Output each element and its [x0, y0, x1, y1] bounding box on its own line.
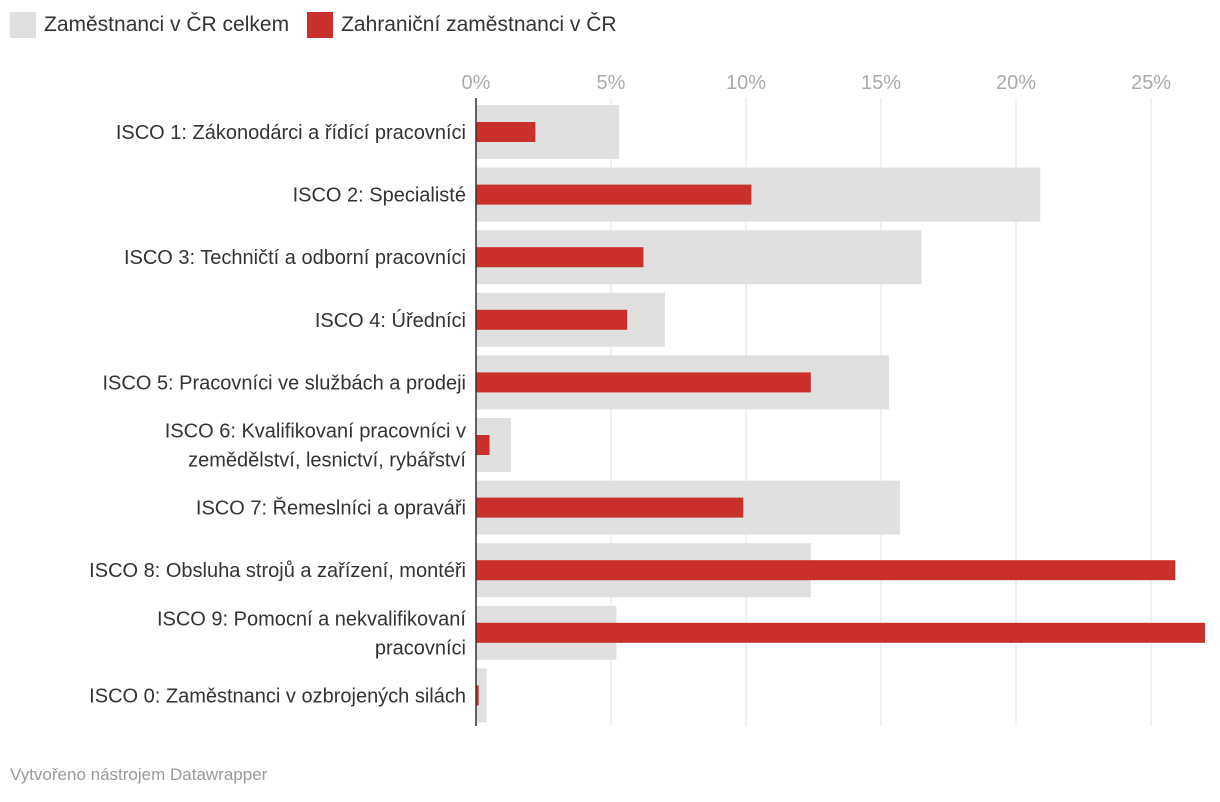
category-label: ISCO 8: Obsluha strojů a zařízení, monté…	[89, 560, 466, 582]
bar-foreign	[476, 122, 536, 142]
legend: Zaměstnanci v ČR celkem Zahraniční zaměs…	[10, 12, 635, 38]
category-label: ISCO 2: Specialisté	[293, 185, 466, 207]
category-label-line: ISCO 4: Úředníci	[315, 309, 466, 332]
bar-foreign	[476, 309, 628, 330]
category-label: ISCO 7: Řemeslníci a opraváři	[196, 497, 466, 520]
category-label-line: ISCO 5: Pracovníci ve službách a prodeji	[102, 372, 466, 394]
category-label: ISCO 1: Zákonodárci a řídící pracovníci	[116, 122, 466, 144]
bar-chart: 0% 5% 10% 15% 20% 25% ISCO 1: Zákonodárci a ří…	[89, 72, 1205, 726]
category-label: ISCO 9: Pomocní a nekvalifikovaní pracovn…	[157, 608, 466, 659]
category-label-line: pracovníci	[375, 637, 466, 659]
bar-total	[476, 668, 487, 723]
x-tick-label: 10%	[726, 72, 766, 94]
x-tick-label: 15%	[861, 72, 901, 94]
category-label-line: ISCO 8: Obsluha strojů a zařízení, monté…	[89, 560, 466, 582]
x-tick-label: 0%	[462, 72, 491, 94]
legend-label-total: Zaměstnanci v ČR celkem	[44, 13, 290, 36]
legend-item-foreign: Zahraniční zaměstnanci v ČR	[307, 12, 617, 38]
bar-foreign	[476, 372, 811, 393]
x-tick-label: 20%	[996, 72, 1036, 94]
bar-foreign	[476, 560, 1176, 581]
category-label-line: ISCO 0: Zaměstnanci v ozbrojených silách	[89, 685, 466, 707]
legend-swatch-total	[10, 12, 36, 38]
legend-item-total: Zaměstnanci v ČR celkem	[10, 12, 289, 38]
category-label-line: ISCO 1: Zákonodárci a řídící pracovníci	[116, 122, 466, 144]
legend-swatch-foreign	[307, 12, 334, 38]
category-label: ISCO 5: Pracovníci ve službách a prodeji	[102, 372, 466, 394]
x-tick-label: 25%	[1131, 72, 1171, 94]
category-label-line: ISCO 9: Pomocní a nekvalifikovaní	[157, 608, 466, 630]
credit: Vytvořeno nástrojem Datawrapper	[10, 765, 268, 784]
category-label: ISCO 4: Úředníci	[315, 309, 466, 332]
category-label-line: ISCO 3: Techničtí a odborní pracovníci	[124, 247, 466, 269]
bar-foreign	[476, 247, 644, 268]
bar-foreign	[476, 435, 490, 455]
category-label-line: zemědělství, lesnictví, rybářství	[188, 450, 466, 472]
category-label: ISCO 6: Kvalifikovaní pracovníci v zemědě…	[165, 421, 467, 472]
category-label: ISCO 3: Techničtí a odborní pracovníci	[124, 247, 466, 269]
x-tick-label: 5%	[597, 72, 626, 94]
category-label-line: ISCO 7: Řemeslníci a opraváři	[196, 497, 466, 520]
category-label-line: ISCO 2: Specialisté	[293, 185, 466, 207]
bar-foreign	[476, 622, 1205, 643]
legend-label-foreign: Zahraniční zaměstnanci v ČR	[341, 13, 617, 36]
category-label-line: ISCO 6: Kvalifikovaní pracovníci v	[165, 421, 466, 443]
category-label: ISCO 0: Zaměstnanci v ozbrojených silách	[89, 685, 466, 707]
bar-foreign	[476, 497, 744, 518]
bar-foreign	[476, 184, 752, 205]
bar-foreign	[476, 685, 479, 706]
